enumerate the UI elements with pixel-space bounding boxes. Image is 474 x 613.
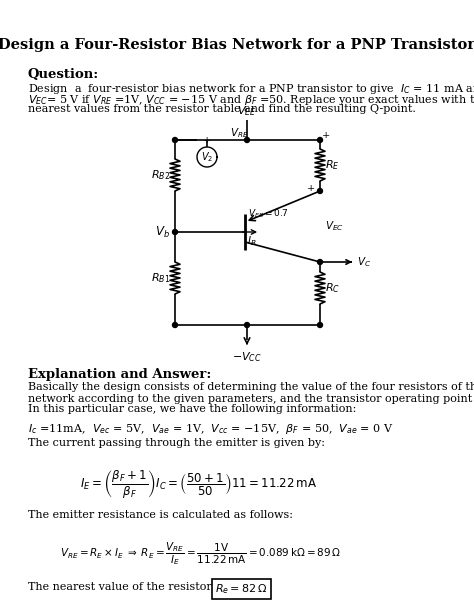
Text: $I_E = \left(\dfrac{\beta_F+1}{\beta_F}\right)I_C = \left(\dfrac{50+1}{50}\right: $I_E = \left(\dfrac{\beta_F+1}{\beta_F}\… xyxy=(80,468,317,500)
Text: $R_C$: $R_C$ xyxy=(325,281,340,295)
Text: +: + xyxy=(203,136,211,145)
Text: $V_2$: $V_2$ xyxy=(201,150,213,164)
Text: $V_{EC}$: $V_{EC}$ xyxy=(325,219,344,233)
Text: $R_{B1}$: $R_{B1}$ xyxy=(151,271,170,285)
Text: $V_{EB}{=}0.7$: $V_{EB}{=}0.7$ xyxy=(248,207,289,220)
Text: $I_B$: $I_B$ xyxy=(247,234,257,248)
Circle shape xyxy=(173,322,177,327)
Text: Design  a  four-resistor bias network for a PNP transistor to give  $I_C$ = 11 m: Design a four-resistor bias network for … xyxy=(28,82,474,96)
Circle shape xyxy=(318,322,322,327)
Text: Explanation and Answer:: Explanation and Answer: xyxy=(28,368,211,381)
Circle shape xyxy=(245,322,249,327)
Text: The emitter resistance is calculated as follows:: The emitter resistance is calculated as … xyxy=(28,510,293,520)
Circle shape xyxy=(173,229,177,235)
Text: $R_e = 82\,\Omega$: $R_e = 82\,\Omega$ xyxy=(215,582,267,596)
Text: $V_{EE}$: $V_{EE}$ xyxy=(237,104,257,118)
Circle shape xyxy=(318,259,322,264)
Text: $V_{EC}$= 5 V if $V_{RE}$ =1V, $V_{CC}$ = $-$15 V and $\beta_F$ =50. Replace you: $V_{EC}$= 5 V if $V_{RE}$ =1V, $V_{CC}$ … xyxy=(28,93,474,107)
Text: $-V_{CC}$: $-V_{CC}$ xyxy=(232,350,262,364)
Circle shape xyxy=(245,137,249,142)
Text: +: + xyxy=(307,184,315,193)
Circle shape xyxy=(318,189,322,194)
Text: In this particular case, we have the following information:: In this particular case, we have the fol… xyxy=(28,404,356,414)
Text: The current passing through the emitter is given by:: The current passing through the emitter … xyxy=(28,438,325,448)
Circle shape xyxy=(318,137,322,142)
Text: Design a Four-Resistor Bias Network for a PNP Transistor: Design a Four-Resistor Bias Network for … xyxy=(0,38,474,52)
Text: nearest values from the resistor table and find the resulting Q-point.: nearest values from the resistor table a… xyxy=(28,104,416,114)
Text: The nearest value of the resistor table is: The nearest value of the resistor table … xyxy=(28,582,256,592)
Text: network according to the given parameters, and the transistor operating point (Q: network according to the given parameter… xyxy=(28,393,474,403)
Circle shape xyxy=(173,137,177,142)
Text: Basically the design consists of determining the value of the four resistors of : Basically the design consists of determi… xyxy=(28,382,474,392)
Text: $V_{RE}$: $V_{RE}$ xyxy=(230,126,249,140)
Text: $V_C$: $V_C$ xyxy=(357,255,371,269)
Text: $R_{B2}$: $R_{B2}$ xyxy=(151,168,170,182)
Text: $R_E$: $R_E$ xyxy=(325,158,339,172)
Text: $V_{RE} = R_E \times I_E \;\Rightarrow\; R_E = \dfrac{V_{RE}}{I_E} = \dfrac{1\ma: $V_{RE} = R_E \times I_E \;\Rightarrow\;… xyxy=(60,540,341,567)
Text: Question:: Question: xyxy=(28,68,99,81)
Text: +: + xyxy=(322,131,330,140)
Text: $I_c$ =11mA,  $V_{ec}$ = 5V,  $V_{ae}$ = 1V,  $V_{cc}$ = $-$15V,  $\beta_F$ = 50: $I_c$ =11mA, $V_{ec}$ = 5V, $V_{ae}$ = 1… xyxy=(28,422,393,436)
Text: $V_b$: $V_b$ xyxy=(155,224,170,240)
